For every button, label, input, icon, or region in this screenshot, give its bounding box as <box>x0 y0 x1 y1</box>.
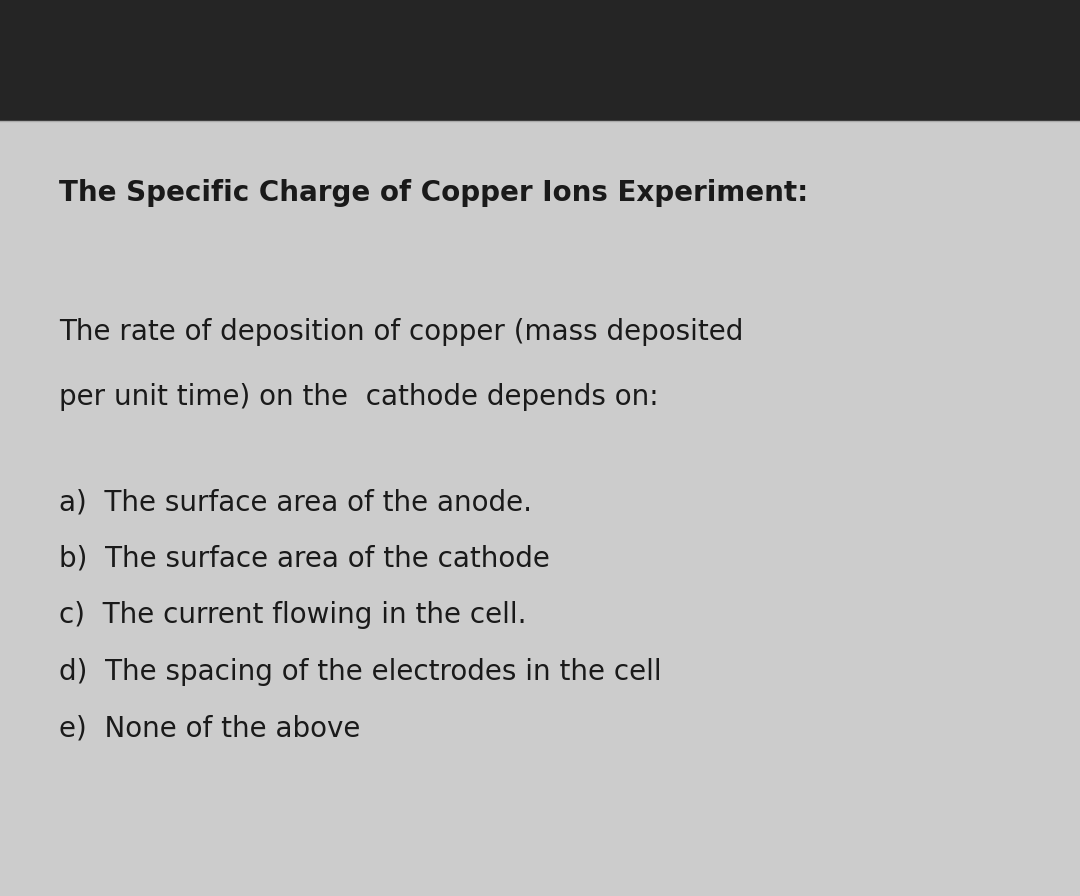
Bar <box>0 121 1080 896</box>
Text: e)  None of the above: e) None of the above <box>59 714 361 742</box>
Bar <box>0 0 1080 121</box>
Text: a)  The surface area of the anode.: a) The surface area of the anode. <box>59 488 532 516</box>
Text: per unit time) on the  cathode depends on:: per unit time) on the cathode depends on… <box>59 383 659 410</box>
Text: d)  The spacing of the electrodes in the cell: d) The spacing of the electrodes in the … <box>59 658 662 685</box>
Text: b)  The surface area of the cathode: b) The surface area of the cathode <box>59 545 551 573</box>
Text: The rate of deposition of copper (mass deposited: The rate of deposition of copper (mass d… <box>59 318 744 346</box>
Text: The Specific Charge of Copper Ions Experiment:: The Specific Charge of Copper Ions Exper… <box>59 179 809 207</box>
Text: c)  The current flowing in the cell.: c) The current flowing in the cell. <box>59 601 527 629</box>
